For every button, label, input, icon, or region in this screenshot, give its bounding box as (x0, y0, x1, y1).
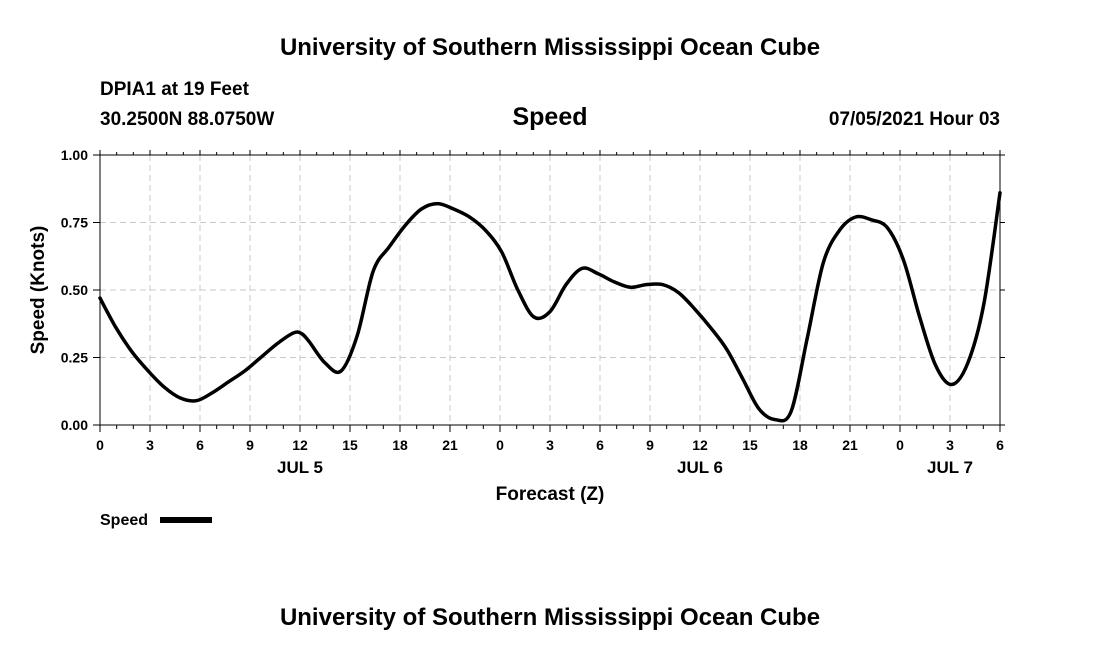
x-tick-label: 12 (692, 437, 708, 453)
x-axis-label: Forecast (Z) (496, 484, 605, 505)
x-tick-label: 18 (792, 437, 808, 453)
y-tick-label: 0.75 (61, 215, 88, 231)
legend-label: Speed (100, 512, 148, 529)
x-tick-label: 6 (996, 437, 1004, 453)
x-tick-label: 21 (442, 437, 458, 453)
y-tick-label: 0.00 (61, 417, 88, 433)
bottom-title: University of Southern Mississippi Ocean… (280, 604, 820, 631)
x-tick-label: 3 (146, 437, 154, 453)
y-tick-label: 0.50 (61, 282, 88, 298)
x-tick-label: 3 (546, 437, 554, 453)
station-coords: 30.2500N 88.0750W (100, 109, 274, 130)
legend: Speed (100, 512, 212, 529)
y-tick-label: 0.25 (61, 350, 88, 366)
x-tick-label: 0 (896, 437, 904, 453)
y-axis-label: Speed (Knots) (28, 226, 49, 355)
x-tick-label: 9 (646, 437, 654, 453)
date-label: JUL 7 (927, 458, 973, 477)
series-layer (98, 191, 1002, 423)
x-tick-label: 15 (342, 437, 358, 453)
date-label: JUL 5 (277, 458, 323, 477)
x-tick-label: 6 (196, 437, 204, 453)
date-label: JUL 6 (677, 458, 723, 477)
x-tick-label: 9 (246, 437, 254, 453)
top-title: University of Southern Mississippi Ocean… (280, 34, 820, 61)
x-tick-label: 18 (392, 437, 408, 453)
x-tick-label: 6 (596, 437, 604, 453)
axis-ticks: 0 3 6 9 12 15 18 21 0 3 6 9 12 15 18 21 0 3 6 0.00 0.25 0.50 0… (61, 147, 1005, 477)
grid (100, 155, 1000, 425)
x-tick-label: 12 (292, 437, 308, 453)
x-tick-label: 0 (96, 437, 104, 453)
forecast-timestamp: 07/05/2021 Hour 03 (829, 109, 1000, 130)
x-tick-label: 0 (496, 437, 504, 453)
y-tick-label: 1.00 (61, 147, 88, 163)
series-line-speed (98, 191, 1002, 423)
station-label: DPIA1 at 19 Feet (100, 79, 250, 100)
x-tick-label: 21 (842, 437, 858, 453)
x-tick-label: 3 (946, 437, 954, 453)
chart-title: Speed (512, 103, 587, 131)
x-tick-label: 15 (742, 437, 758, 453)
